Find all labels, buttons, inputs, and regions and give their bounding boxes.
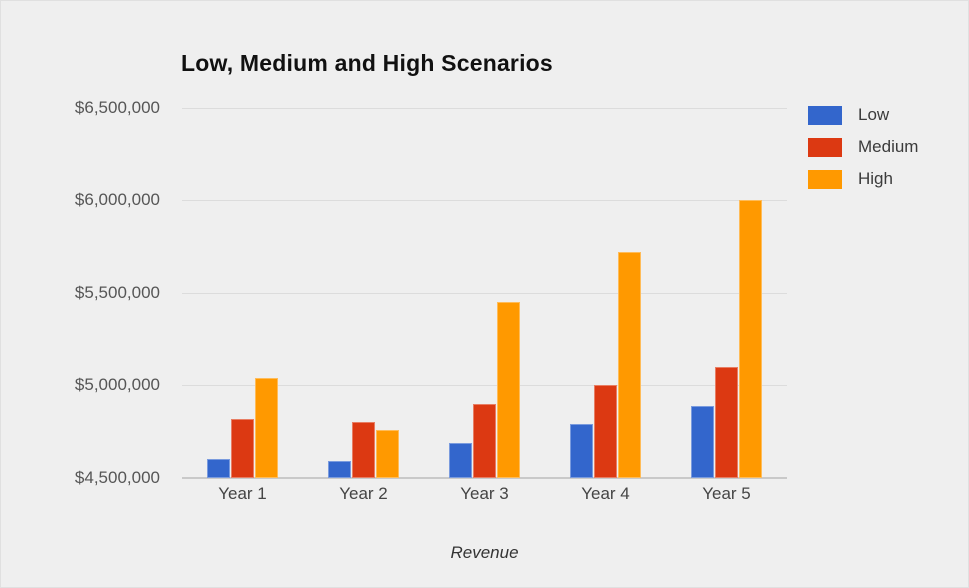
bar-medium-year-5[interactable] [715,366,738,478]
legend-swatch-medium [808,137,842,157]
bar-low-year-1[interactable] [207,459,230,478]
x-tick-label: Year 2 [339,484,388,503]
y-tick-label: $5,000,000 [74,375,160,395]
bar-high-year-4[interactable] [618,251,641,478]
y-tick-label: $6,500,000 [74,97,160,117]
bar-medium-year-1[interactable] [231,418,254,478]
legend: Low Medium High [808,105,918,201]
x-axis-line [182,477,787,479]
y-tick-label: $6,000,000 [74,190,160,210]
x-tick-label: Year 1 [218,484,267,503]
bar-high-year-3[interactable] [497,302,520,478]
gridline [182,292,787,294]
legend-label: Medium [858,137,919,156]
gridline [182,200,787,202]
bar-medium-year-3[interactable] [473,403,496,478]
x-tick-label: Year 5 [702,484,751,503]
legend-item-high[interactable]: High [808,169,918,189]
chart-title: Low, Medium and High Scenarios [181,50,553,76]
x-tick-label: Year 3 [460,484,509,503]
bar-high-year-2[interactable] [376,429,399,478]
legend-item-medium[interactable]: Medium [808,137,918,157]
bar-low-year-2[interactable] [328,461,351,478]
legend-item-low[interactable]: Low [808,105,918,125]
legend-label: Low [858,105,890,124]
bar-low-year-4[interactable] [570,424,593,478]
bar-high-year-5[interactable] [739,200,762,478]
x-axis-title: Revenue [450,543,519,562]
y-tick-label: $4,500,000 [74,468,160,487]
bar-low-year-5[interactable] [691,405,714,478]
x-tick-label: Year 4 [581,484,630,503]
legend-swatch-high [808,169,842,189]
bar-medium-year-2[interactable] [352,422,375,478]
bar-medium-year-4[interactable] [594,385,617,478]
gridline [182,107,787,109]
bar-low-year-3[interactable] [449,442,472,478]
bar-high-year-1[interactable] [255,377,278,478]
legend-label: High [858,169,893,188]
gridline [182,385,787,387]
y-tick-label: $5,500,000 [74,282,160,302]
legend-swatch-low [808,105,842,125]
